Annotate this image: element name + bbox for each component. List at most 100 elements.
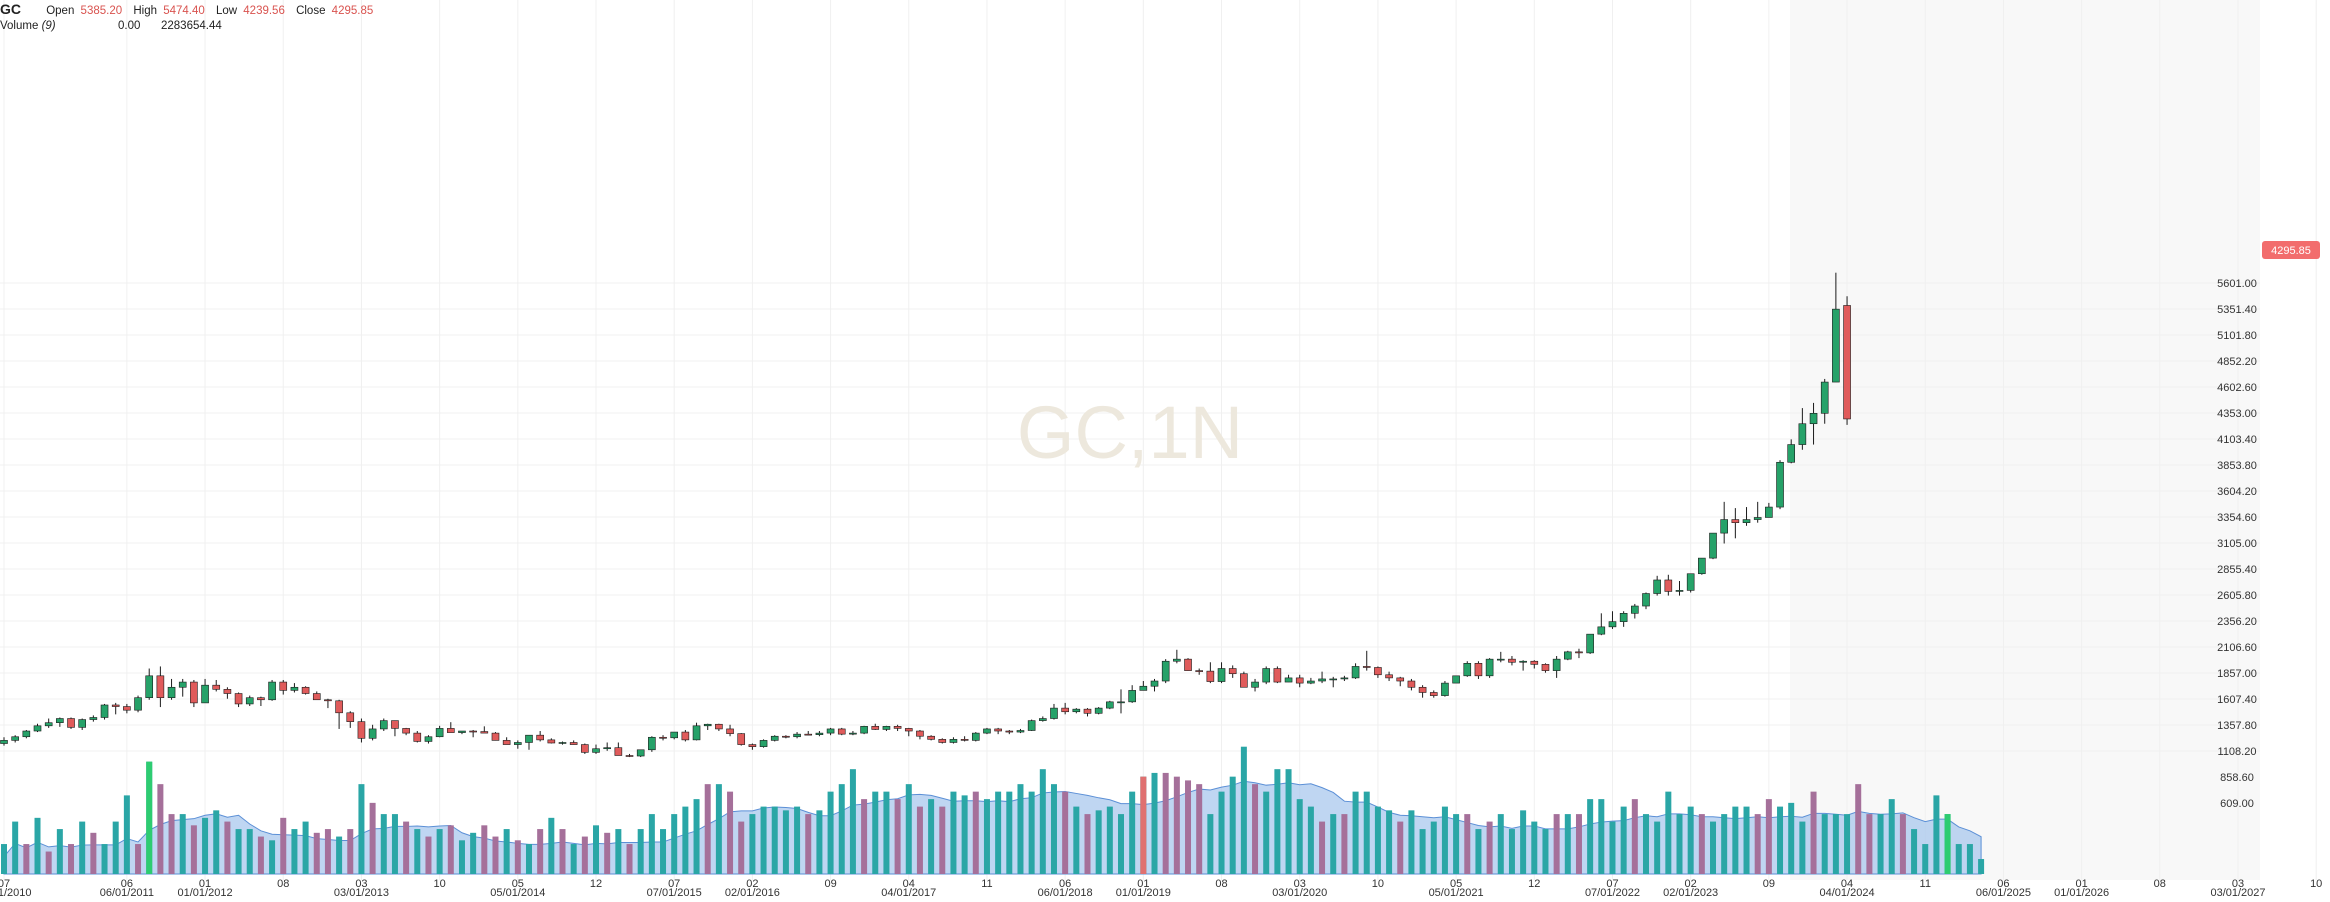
candle-body (491, 732, 500, 741)
candle-body (592, 748, 600, 753)
candle-body (1429, 692, 1438, 696)
candle-body (190, 681, 198, 704)
price-tick-label: 3853.80 (2217, 460, 2257, 472)
candle-body (279, 681, 288, 691)
candle-body (1642, 593, 1650, 607)
volume-bar (1754, 814, 1761, 874)
volume-bar (782, 810, 789, 874)
volume-bar (693, 799, 700, 874)
volume-bar (1687, 806, 1694, 874)
candle-body (1698, 557, 1706, 575)
volume-bar (1832, 814, 1839, 874)
volume-bar (771, 806, 778, 874)
candle-body (1675, 590, 1684, 592)
candle-body (1474, 663, 1483, 677)
volume-bar (1006, 791, 1013, 874)
date-tick-label: 04/01/2017 (881, 887, 936, 899)
candle-body (581, 744, 589, 753)
volume-bar (682, 806, 689, 874)
candle-body (1653, 579, 1661, 594)
date-tick-label: 07/01/2022 (1585, 887, 1640, 899)
volume-bar (1844, 814, 1851, 874)
candle-body (0, 740, 8, 744)
volume-bar (269, 840, 276, 874)
candle-body (1731, 519, 1740, 523)
volume-bar (302, 821, 309, 874)
date-tick-label: 03/01/2027 (2210, 887, 2265, 899)
volume-bar (1609, 821, 1616, 874)
volume-bar (883, 791, 890, 874)
volume-bar (983, 799, 990, 874)
candle-body (1117, 701, 1125, 704)
candle-body (893, 726, 902, 729)
candle-body (692, 725, 701, 741)
volume-bar (1788, 802, 1795, 874)
month-tick-label: 04 (1841, 878, 1853, 890)
date-tick-label: 03/01/2020 (1272, 887, 1327, 899)
volume-bar (559, 829, 566, 874)
volume-bar (1966, 844, 1973, 874)
candle-body (1552, 658, 1561, 671)
volume-bar (1553, 814, 1560, 874)
candle-body (1307, 680, 1315, 684)
volume-bar (1162, 772, 1169, 874)
volume-bar (760, 806, 767, 874)
future-region (1790, 0, 2260, 880)
volume-bar (1765, 799, 1772, 874)
date-tick-label: 07/01/2010 (0, 887, 32, 899)
volume-bar (1196, 784, 1203, 874)
volume-bar (101, 844, 108, 874)
price-tick-label: 1607.40 (2217, 694, 2257, 706)
volume-bar (503, 829, 510, 874)
candle-body (1843, 305, 1851, 420)
candle-body (156, 675, 165, 698)
candle-body (1809, 413, 1818, 425)
volume-bar (928, 799, 935, 874)
volume-bar (168, 814, 175, 874)
candle-body (949, 739, 958, 743)
volume-bar (135, 844, 142, 874)
volume-bar (548, 817, 555, 874)
candle-body (1273, 668, 1282, 683)
candle-body (558, 742, 567, 744)
candle-body (1262, 668, 1271, 683)
candle-body (525, 734, 533, 743)
candle-body (1150, 680, 1159, 687)
volume-bar (213, 810, 220, 874)
volume-bar (1073, 806, 1080, 874)
candle-body (324, 699, 332, 702)
volume-bar (481, 825, 488, 874)
volume-bar (1911, 829, 1918, 874)
candle-body (1407, 680, 1416, 688)
month-tick-label: 07 (668, 878, 680, 890)
candle-body (1709, 532, 1717, 559)
candle-body (1039, 718, 1047, 721)
candle-body (100, 704, 109, 718)
candle-body (234, 693, 243, 705)
volume-bar (1564, 814, 1571, 874)
candle-body (960, 739, 969, 741)
volume-bar (190, 825, 197, 874)
low-label: Low (215, 5, 238, 17)
price-axis[interactable]: 1108.20 1357.80 1607.40 1857.00 2106.60 2356.… (2217, 278, 2257, 810)
volume-bar (514, 840, 521, 874)
candle-body (1452, 675, 1460, 684)
volume-bar (794, 806, 801, 874)
date-tick-label: 06/01/2011 (100, 887, 154, 899)
open-label: Open (46, 5, 75, 17)
volume-bar (916, 806, 923, 874)
volume-bar (1151, 772, 1158, 874)
volume-bar (425, 836, 432, 874)
volume-bar (313, 832, 320, 874)
volume-tick-label: 858.60 (2220, 772, 2254, 784)
volume-bar (1542, 829, 1549, 874)
candle-body (391, 720, 399, 729)
date-tick-label: 01/01/2026 (2054, 887, 2109, 899)
price-tick-label: 5101.80 (2217, 330, 2257, 342)
volume-bar (391, 814, 398, 874)
time-axis[interactable]: 0707/01/20100606/01/20110101/01/20120803… (0, 878, 2330, 899)
volume-bar (1978, 859, 1985, 874)
volume-bar (1028, 791, 1035, 874)
candle-body (1832, 308, 1840, 383)
